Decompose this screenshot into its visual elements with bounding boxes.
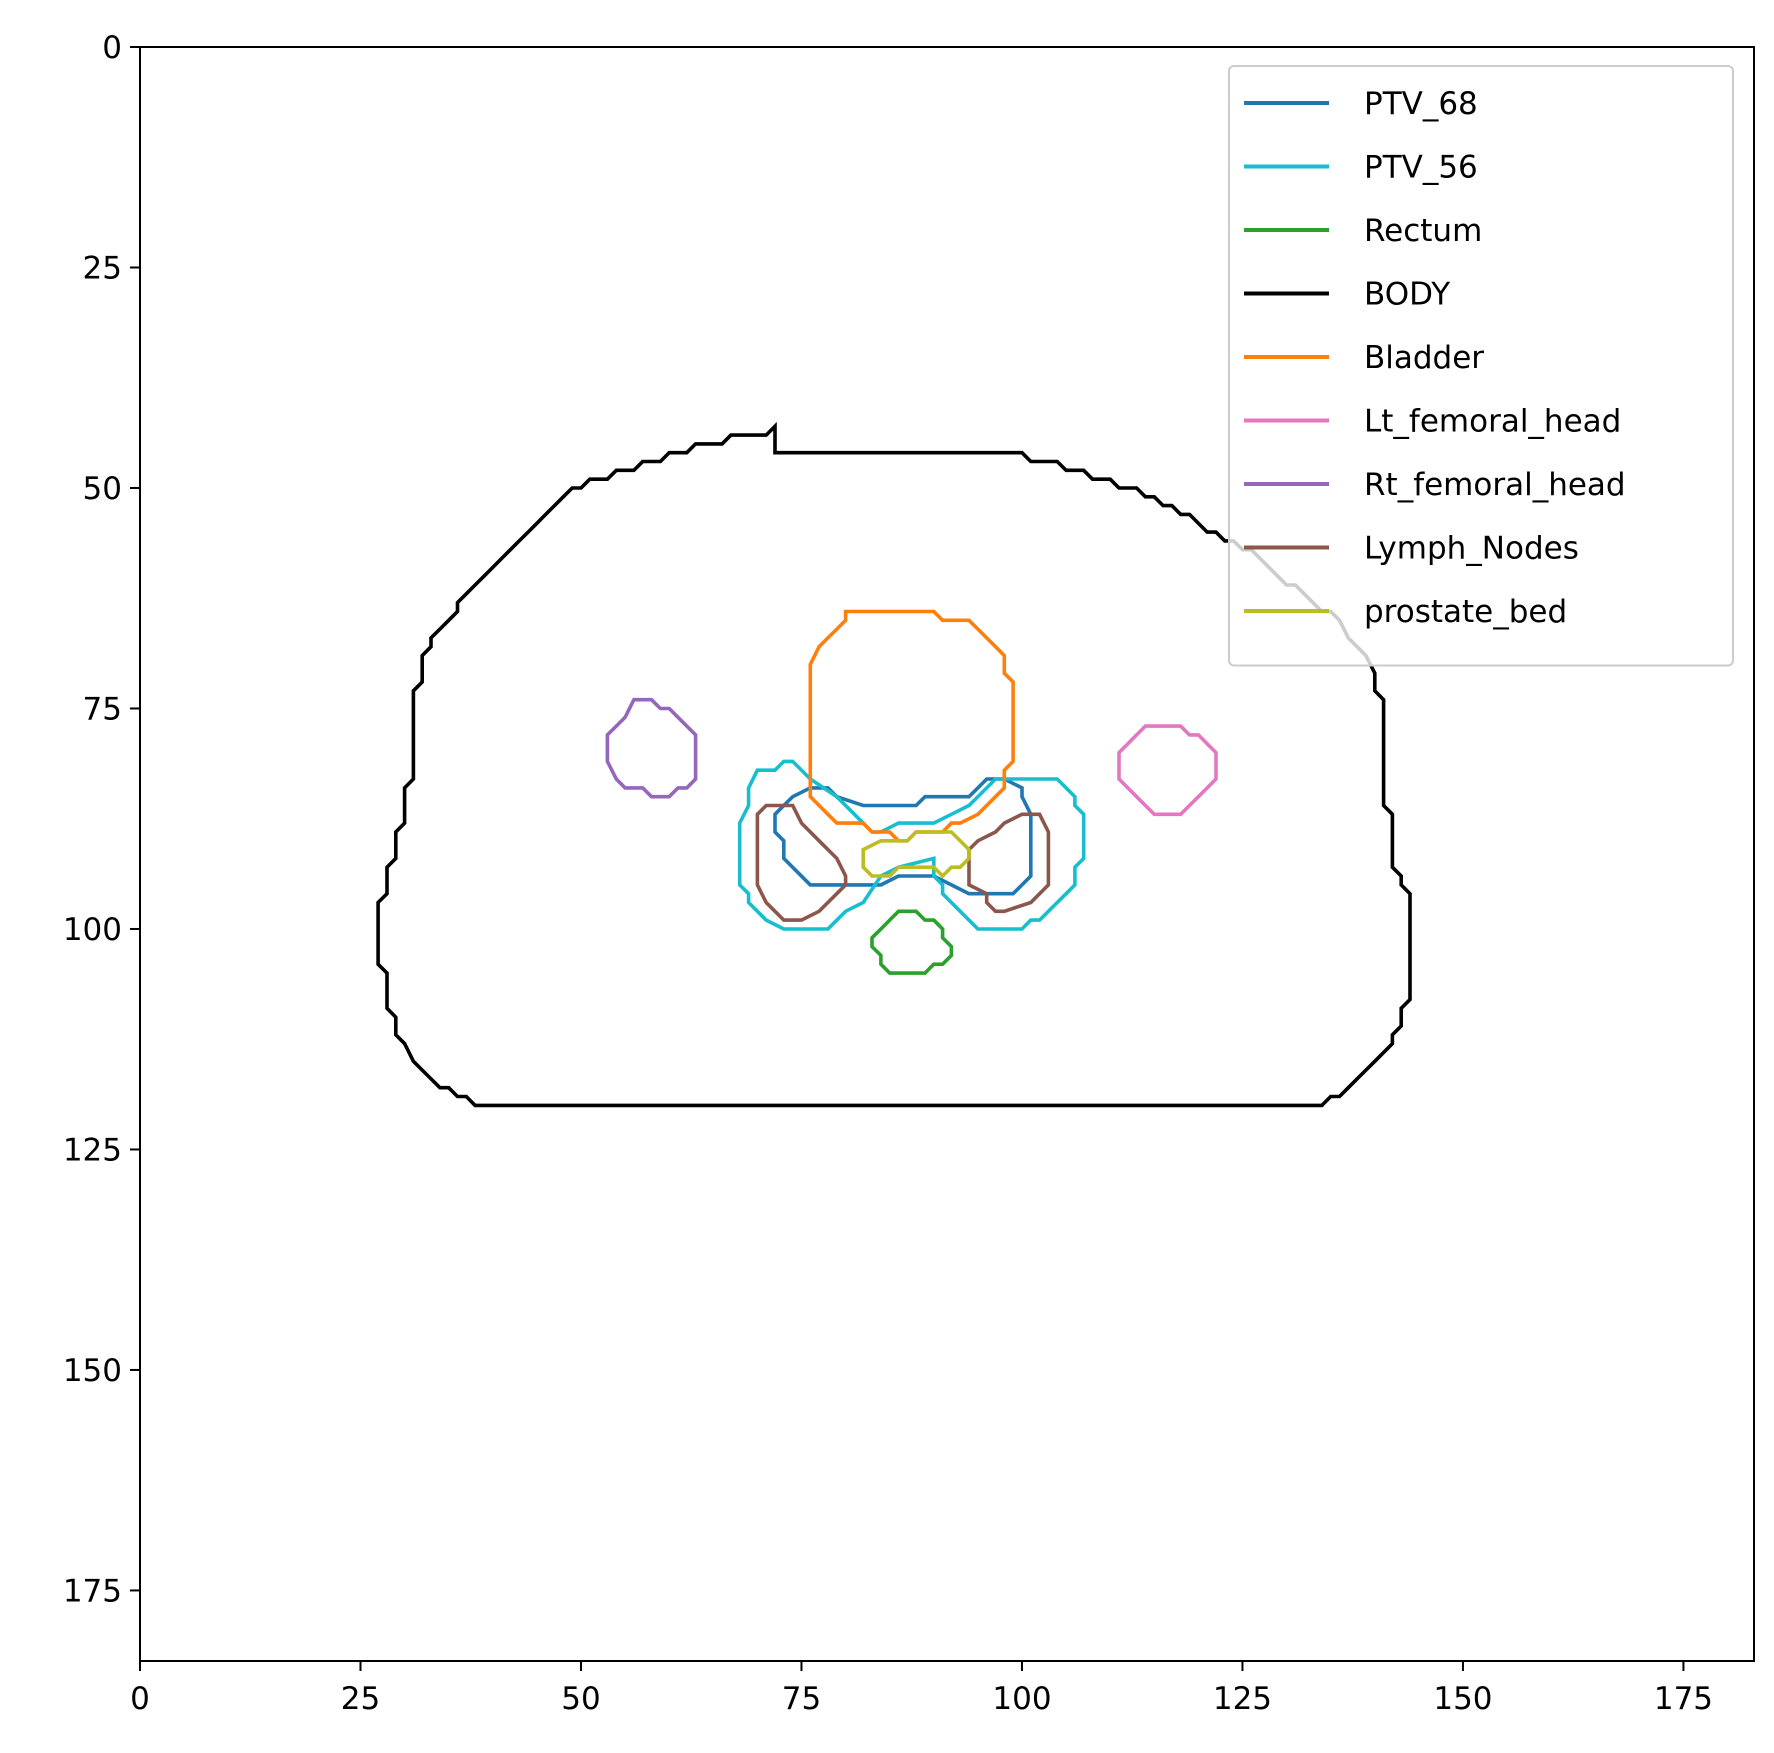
plot-frame	[139, 46, 1755, 1662]
y-tick-label: 125	[63, 1132, 122, 1168]
legend-label-bladder: Bladder	[1364, 340, 1484, 376]
legend-label-rectum: Rectum	[1364, 213, 1482, 249]
y-tick-label: 25	[83, 250, 122, 286]
series-rt-femoral-head-contour	[605, 697, 698, 799]
x-axis: 0 25 50 75 100 125 150 175	[130, 1661, 1713, 1717]
x-tick-label: 150	[1433, 1681, 1492, 1717]
legend-label-prostate-bed: prostate_bed	[1364, 594, 1567, 630]
legend-label-body: BODY	[1364, 277, 1450, 313]
x-tick-label: 125	[1213, 1681, 1272, 1717]
x-tick-label: 75	[782, 1681, 821, 1717]
legend-label-ptv-56: PTV_56	[1364, 150, 1478, 186]
y-tick-label: 175	[63, 1573, 122, 1609]
x-tick-label: 175	[1654, 1681, 1713, 1717]
x-tick-label: 0	[130, 1681, 150, 1717]
x-tick-label: 50	[561, 1681, 600, 1717]
legend: PTV_68 PTV_56 Rectum BODY Bladder Lt_femoral_…	[1228, 65, 1734, 667]
y-tick-label: 0	[102, 30, 122, 66]
legend-box	[1228, 65, 1734, 667]
y-tick-label: 50	[83, 471, 122, 507]
legend-label-rt-femoral-head: Rt_femoral_head	[1364, 467, 1626, 503]
series-ptv-68-contour	[773, 777, 1033, 896]
series-lt-femoral-head-contour	[1117, 724, 1218, 817]
y-tick-label: 100	[63, 912, 122, 948]
series-rectum-contour	[870, 909, 954, 975]
series-prostate-bed-contour	[861, 830, 971, 879]
y-tick-label: 150	[63, 1353, 122, 1389]
legend-label-ptv-68: PTV_68	[1364, 86, 1478, 122]
legend-label-lt-femoral-head: Lt_femoral_head	[1364, 404, 1621, 440]
x-tick-label: 25	[341, 1681, 380, 1717]
series-lymph-nodes-right-contour	[967, 812, 1051, 914]
y-tick-label: 75	[83, 691, 122, 727]
series-lymph-nodes-contour	[755, 803, 848, 922]
series-ptv-56-contour	[737, 759, 1086, 931]
y-axis: 0 25 50 75 100 125 150 175	[63, 30, 140, 1609]
x-tick-label: 100	[992, 1681, 1051, 1717]
series-bladder-contour	[808, 609, 1015, 843]
legend-label-lymph-nodes: Lymph_Nodes	[1364, 531, 1579, 567]
